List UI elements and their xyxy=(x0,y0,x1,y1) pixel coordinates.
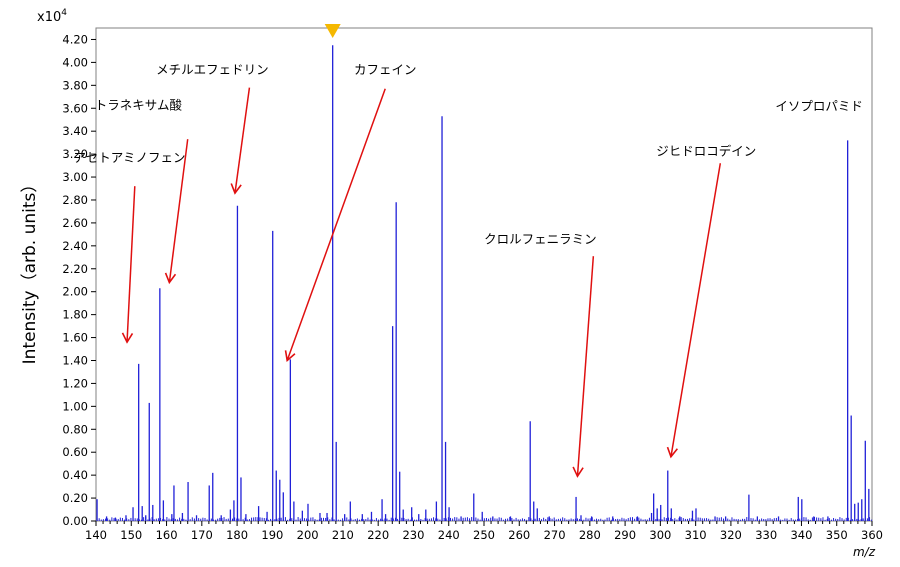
y-tick-label: 3.00 xyxy=(62,170,88,184)
x-tick-label: 210 xyxy=(332,528,354,542)
x-tick-label: 180 xyxy=(226,528,248,542)
x-tick-label: 270 xyxy=(544,528,566,542)
x-tick-label: 340 xyxy=(790,528,812,542)
y-tick-label: 3.80 xyxy=(62,78,88,92)
annotation-arrow xyxy=(230,87,251,195)
y-tick-label: 4.20 xyxy=(62,32,88,46)
annotation-arrow xyxy=(284,88,386,363)
y-tick-label: 4.00 xyxy=(62,55,88,69)
compound-label: クロルフェニラミン xyxy=(484,232,597,247)
annotation-arrow xyxy=(572,256,595,478)
y-tick-label: 1.80 xyxy=(62,308,88,322)
y-tick-label: 0.80 xyxy=(62,422,88,436)
compound-label: ジヒドロコデイン xyxy=(656,143,756,158)
x-tick-label: 280 xyxy=(579,528,601,542)
x-tick-label: 190 xyxy=(261,528,283,542)
x-tick-label: 290 xyxy=(614,528,636,542)
annotation-arrow xyxy=(121,186,136,344)
x-tick-label: 260 xyxy=(508,528,530,542)
compound-label: メチルエフェドリン xyxy=(156,62,269,77)
y-tick-label: 1.60 xyxy=(62,331,88,345)
y-tick-label: 3.40 xyxy=(62,124,88,138)
y-tick-label: 1.20 xyxy=(62,376,88,390)
y-tick-label: 3.20 xyxy=(62,147,88,161)
x-tick-label: 300 xyxy=(649,528,671,542)
y-axis-label: Intensity（arb. units） xyxy=(20,176,40,365)
y-axis: 0.00 0.20 0.40 0.60 0.80 1.00 1.20 1.40 1.60 1.80… xyxy=(62,32,96,528)
y-tick-label: 0.20 xyxy=(62,491,88,505)
y-tick-label: 1.40 xyxy=(62,353,88,367)
compound-label: イソプロパミド xyxy=(775,99,863,114)
compound-label: カフェイン xyxy=(354,62,417,77)
x-axis-label: m/z xyxy=(853,545,876,559)
y-tick-label: 2.60 xyxy=(62,216,88,230)
base-peak-marker-icon xyxy=(324,24,341,38)
y-tick-label: 1.00 xyxy=(62,399,88,413)
x-tick-label: 310 xyxy=(685,528,707,542)
x-tick-label: 240 xyxy=(438,528,460,542)
x-tick-label: 330 xyxy=(755,528,777,542)
y-tick-label: 0.00 xyxy=(62,514,88,528)
x-tick-label: 350 xyxy=(826,528,848,542)
y-tick-label: 3.60 xyxy=(62,101,88,115)
x-tick-label: 360 xyxy=(861,528,883,542)
x-tick-label: 170 xyxy=(191,528,213,542)
y-tick-label: 2.20 xyxy=(62,262,88,276)
x-tick-label: 150 xyxy=(120,528,142,542)
annotation-arrow xyxy=(164,139,189,285)
compound-label: トラネキサム酸 xyxy=(95,97,183,112)
compound-annotations: アセトアミノフェン トラネキサム酸 メチルエフェドリン カフェインイソプロパミドジヒド… xyxy=(74,62,863,478)
y-multiplier: x104 xyxy=(37,8,67,25)
x-tick-label: 200 xyxy=(297,528,319,542)
plot-area-border xyxy=(95,27,873,522)
x-tick-label: 220 xyxy=(367,528,389,542)
spectrum-peaks xyxy=(96,24,873,521)
annotation-arrow xyxy=(666,163,722,459)
x-tick-label: 230 xyxy=(402,528,424,542)
y-tick-label: 2.40 xyxy=(62,239,88,253)
y-tick-label: 2.80 xyxy=(62,193,88,207)
x-tick-label: 140 xyxy=(85,528,107,542)
y-tick-label: 0.40 xyxy=(62,468,88,482)
y-tick-label: 2.00 xyxy=(62,285,88,299)
y-tick-label: 0.60 xyxy=(62,445,88,459)
compound-label: アセトアミノフェン xyxy=(74,150,186,165)
x-tick-label: 320 xyxy=(720,528,742,542)
x-tick-label: 250 xyxy=(473,528,495,542)
x-tick-label: 160 xyxy=(156,528,178,542)
plot-frame xyxy=(95,27,873,522)
x-axis: 140 150 160 170 180 190 200 210 220 230 240 250 260 2… xyxy=(85,521,883,542)
